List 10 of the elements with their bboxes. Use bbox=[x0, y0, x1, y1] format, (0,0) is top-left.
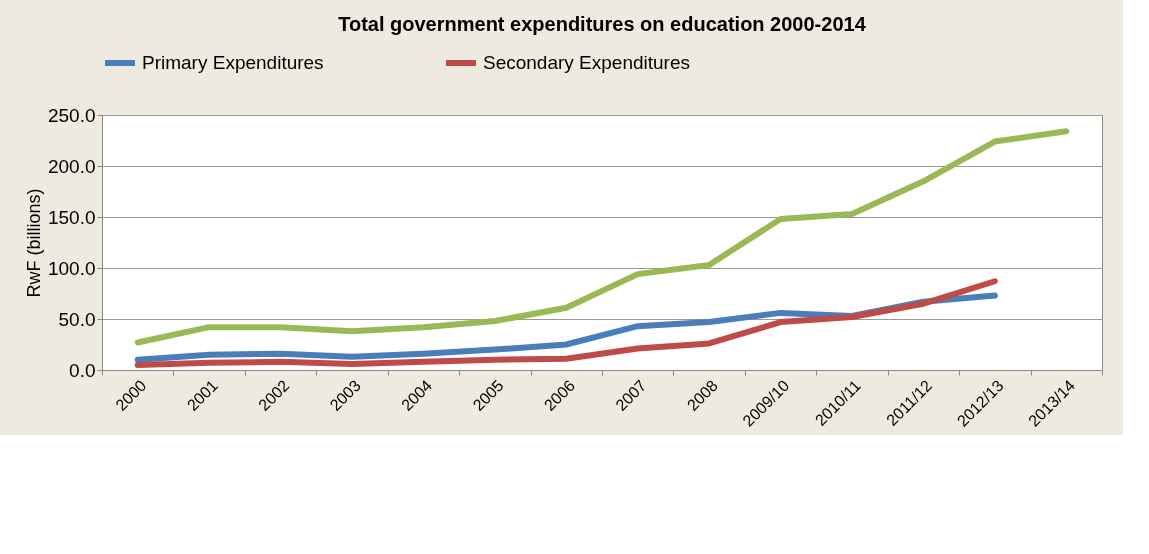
y-tick-label: 150.0 bbox=[47, 206, 96, 228]
legend-label: Secondary Expenditures bbox=[483, 52, 691, 73]
y-tick-label: 100.0 bbox=[47, 257, 96, 279]
chart-title: Total government expenditures on education 2000-2014 bbox=[338, 13, 867, 35]
legend-label: Primary Expenditures bbox=[142, 52, 324, 73]
y-axis-title: RwF (billions) bbox=[23, 188, 44, 298]
y-tick-label: 200.0 bbox=[47, 155, 96, 177]
y-tick-label: 50.0 bbox=[58, 308, 96, 330]
y-tick-label: 0.0 bbox=[69, 359, 96, 381]
y-tick-label: 250.0 bbox=[47, 104, 96, 126]
